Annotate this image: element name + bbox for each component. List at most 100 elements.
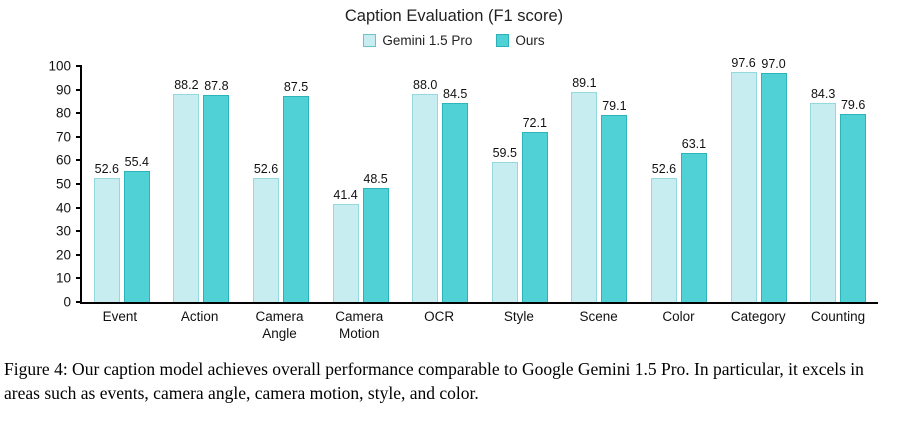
bar [730, 71, 757, 302]
y-tick-label: 80 [55, 105, 71, 121]
y-tick-label: 10 [55, 270, 71, 286]
x-axis-labels: Event Action Camera Angle Camera Motion OCR S… [80, 309, 878, 343]
bar-with-label: 97.6 [730, 55, 757, 302]
legend-swatch-icon [363, 34, 377, 47]
bar-value-label: 72.1 [522, 115, 547, 130]
bar [491, 161, 518, 302]
y-tick-mark [76, 135, 82, 138]
y-tick-mark [76, 277, 82, 280]
bar [840, 114, 867, 302]
y-tick-mark [76, 253, 82, 256]
x-category-label: Camera Motion [335, 309, 384, 341]
bar-value-label: 52.6 [253, 161, 279, 176]
bar-with-label: 79.1 [601, 99, 628, 302]
bar [760, 73, 787, 302]
x-category-label: Event [102, 309, 138, 324]
y-tick-mark [76, 159, 82, 162]
y-tick-label: 90 [55, 82, 71, 98]
bar-value-label: 79.1 [602, 99, 627, 114]
x-category-label: Category [730, 309, 786, 324]
bar-group: 89.1 79.1 [560, 66, 640, 302]
bar [282, 95, 309, 302]
y-tick-mark [76, 206, 82, 209]
chart-title: Caption Evaluation (F1 score) [344, 7, 564, 25]
y-tick-label: 70 [55, 129, 71, 145]
chart-legend: Gemini 1.5 Pro Ours [0, 33, 908, 48]
bar [601, 115, 628, 302]
bar-with-label: 84.3 [810, 87, 837, 302]
bar-value-label: 41.4 [333, 188, 358, 203]
bar-value-label: 87.5 [283, 79, 309, 94]
bar [571, 91, 598, 302]
y-tick-label: 30 [55, 223, 71, 239]
plot-area: 52.6 55.4 88.2 87.8 52.6 87.5 41.4 48.5 88.0 84.5… [48, 56, 878, 310]
bar-group: 84.3 79.6 [798, 66, 878, 302]
bar-value-label: 97.6 [731, 55, 756, 70]
legend-item: Gemini 1.5 Pro [363, 33, 472, 48]
y-tick-mark [76, 301, 82, 303]
bar [650, 177, 677, 302]
bar [123, 171, 150, 302]
bar-value-label: 79.6 [840, 98, 866, 113]
bar-groups: 52.6 55.4 88.2 87.8 52.6 87.5 41.4 48.5 88.0 84.5… [82, 56, 878, 302]
bar [362, 187, 389, 302]
y-tick-label: 0 [63, 294, 71, 310]
bar-value-label: 89.1 [572, 75, 597, 90]
x-category-label: OCR [424, 309, 455, 324]
bar-group: 97.6 97.0 [719, 56, 799, 302]
bar-group: 52.6 63.1 [639, 66, 719, 302]
x-category-label: Color [662, 309, 695, 324]
bar-with-label: 52.6 [650, 161, 677, 302]
bar-with-label: 63.1 [680, 137, 707, 302]
bar [412, 94, 439, 302]
bar-with-label: 79.6 [840, 98, 867, 302]
bar-group: 88.2 87.8 [162, 66, 242, 302]
bar [810, 103, 837, 302]
bar-with-label: 52.6 [93, 161, 120, 302]
legend-label: Gemini 1.5 Pro [382, 33, 473, 48]
y-tick-mark [76, 88, 82, 91]
bar [203, 94, 230, 302]
x-category-label: Scene [579, 309, 618, 324]
bar-with-label: 88.2 [173, 77, 200, 302]
bar-value-label: 84.5 [443, 86, 468, 101]
bar-with-label: 72.1 [521, 115, 548, 302]
bar-value-label: 52.6 [651, 161, 677, 176]
figure-caption: Figure 4: Our caption model achieves ove… [4, 358, 864, 403]
legend-swatch-icon [496, 34, 510, 47]
bar-value-label: 63.1 [681, 137, 707, 152]
bar-with-label: 87.8 [203, 78, 230, 302]
bar-value-label: 87.8 [204, 78, 229, 93]
bar-with-label: 41.4 [332, 188, 359, 302]
bar-with-label: 97.0 [760, 57, 787, 302]
y-tick-label: 50 [55, 176, 71, 192]
y-tick-mark [76, 183, 82, 185]
bar-value-label: 52.6 [94, 161, 119, 176]
bar [93, 177, 120, 302]
bar-group: 52.6 87.5 [241, 66, 321, 302]
bar-value-label: 84.3 [810, 87, 836, 102]
y-tick-label: 100 [48, 58, 71, 74]
bar-value-label: 59.5 [492, 145, 517, 160]
bar-value-label: 88.2 [174, 77, 199, 92]
legend-label: Ours [515, 33, 545, 48]
x-category-label: Style [503, 309, 534, 324]
y-tick-mark [76, 230, 82, 233]
bar-with-label: 59.5 [491, 145, 518, 302]
bar-group: 52.6 55.4 [82, 66, 162, 302]
bar-with-label: 87.5 [282, 79, 309, 302]
bar [442, 102, 469, 302]
bar [680, 153, 707, 302]
bar-with-label: 55.4 [123, 155, 150, 302]
bar [332, 204, 359, 302]
bar-with-label: 89.1 [571, 75, 598, 302]
bar-value-label: 97.0 [761, 57, 786, 72]
y-tick-label: 60 [55, 152, 71, 168]
bar-group: 41.4 48.5 [321, 66, 401, 302]
y-tick-label: 40 [55, 200, 71, 216]
x-category-label: Action [180, 309, 219, 324]
bar-group: 59.5 72.1 [480, 66, 560, 302]
x-category-label: Counting [811, 309, 866, 324]
y-tick-label: 20 [55, 247, 71, 263]
